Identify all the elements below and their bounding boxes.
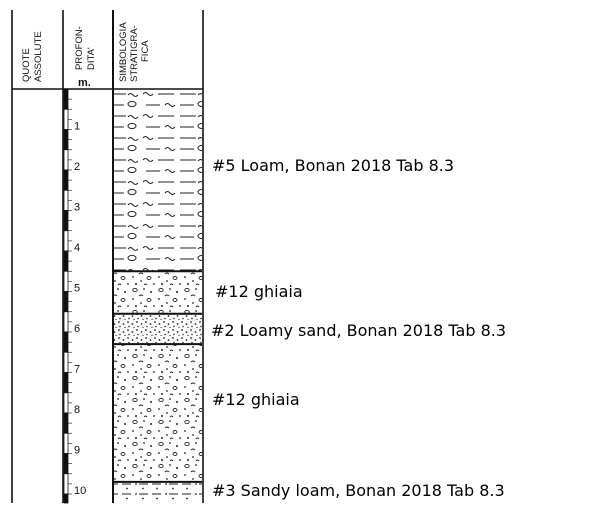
lithology-layers	[114, 89, 202, 503]
scale-segment	[63, 149, 69, 171]
depth-tick-label: 5	[74, 283, 80, 295]
depth-tick-label: 3	[74, 202, 80, 214]
scale-segment	[63, 210, 69, 232]
annotation-ghiaia-lower: #12 ghiaia	[212, 390, 300, 409]
scale-segment	[63, 311, 69, 333]
log-frame	[11, 10, 204, 503]
layer-ghiaia-lower	[114, 344, 202, 482]
layer-loamy-sand	[114, 313, 202, 345]
depth-tick-label: 9	[74, 445, 80, 457]
scale-segment	[63, 351, 69, 373]
layer-ghiaia-upper	[114, 271, 202, 314]
scale-segment	[63, 432, 69, 454]
depth-tick-label: 7	[74, 364, 80, 376]
column-header-simbologia: SIMBOLOGIA STRATIGRA- FICA	[118, 22, 151, 82]
depth-tick-label: 6	[74, 323, 80, 335]
scale-segment	[63, 189, 69, 211]
depth-tick-label: 1	[74, 121, 80, 133]
scale-segment	[63, 129, 69, 151]
col3-line1: SIMBOLOGIA	[118, 22, 129, 82]
scale-segment	[63, 392, 69, 414]
scale-segment	[63, 473, 69, 495]
scale-segment	[63, 412, 69, 434]
column-header-profondita: PROFON- DITA' m.	[74, 26, 97, 89]
layer-loam	[114, 89, 202, 272]
annotation-ghiaia-upper: #12 ghiaia	[215, 282, 303, 301]
column-header-quote-assolute: QUOTE ASSOLUTE	[21, 31, 44, 82]
annotation-loam: #5 Loam, Bonan 2018 Tab 8.3	[212, 156, 455, 175]
depth-tick-label: 2	[74, 161, 80, 173]
col3-line3: FICA	[140, 40, 151, 62]
layer-sandy-loam	[114, 481, 202, 503]
annotation-sandy-loam: #3 Sandy loam, Bonan 2018 Tab 8.3	[212, 481, 505, 500]
scale-segment	[63, 230, 69, 252]
scale-segment	[63, 250, 69, 272]
annotation-loamy-sand: #2 Loamy sand, Bonan 2018 Tab 8.3	[211, 321, 507, 340]
col2-line1: PROFON-	[74, 26, 85, 70]
depth-tick-label: 8	[74, 404, 80, 416]
scale-segment	[63, 493, 69, 504]
col1-line1: QUOTE	[21, 48, 32, 82]
scale-segment	[63, 169, 69, 191]
scale-segment	[63, 331, 69, 353]
col2-unit: m.	[78, 77, 91, 89]
scale-segment	[63, 372, 69, 394]
col2-line2: DITA'	[86, 47, 97, 70]
depth-tick-label: 10	[74, 485, 86, 497]
col3-line2: STRATIGRA-	[129, 25, 140, 82]
scale-segment	[63, 270, 69, 292]
depth-tick-label: 4	[74, 242, 80, 254]
scale-segment	[63, 453, 69, 475]
scale-segment	[63, 108, 69, 130]
depth-scale-bar	[63, 88, 72, 504]
scale-segment	[63, 291, 69, 313]
scale-segment	[63, 88, 69, 110]
depth-tick-labels: 1 2 3 4 5 6 7 8 9 10	[74, 121, 86, 498]
col1-line2: ASSOLUTE	[33, 31, 44, 82]
